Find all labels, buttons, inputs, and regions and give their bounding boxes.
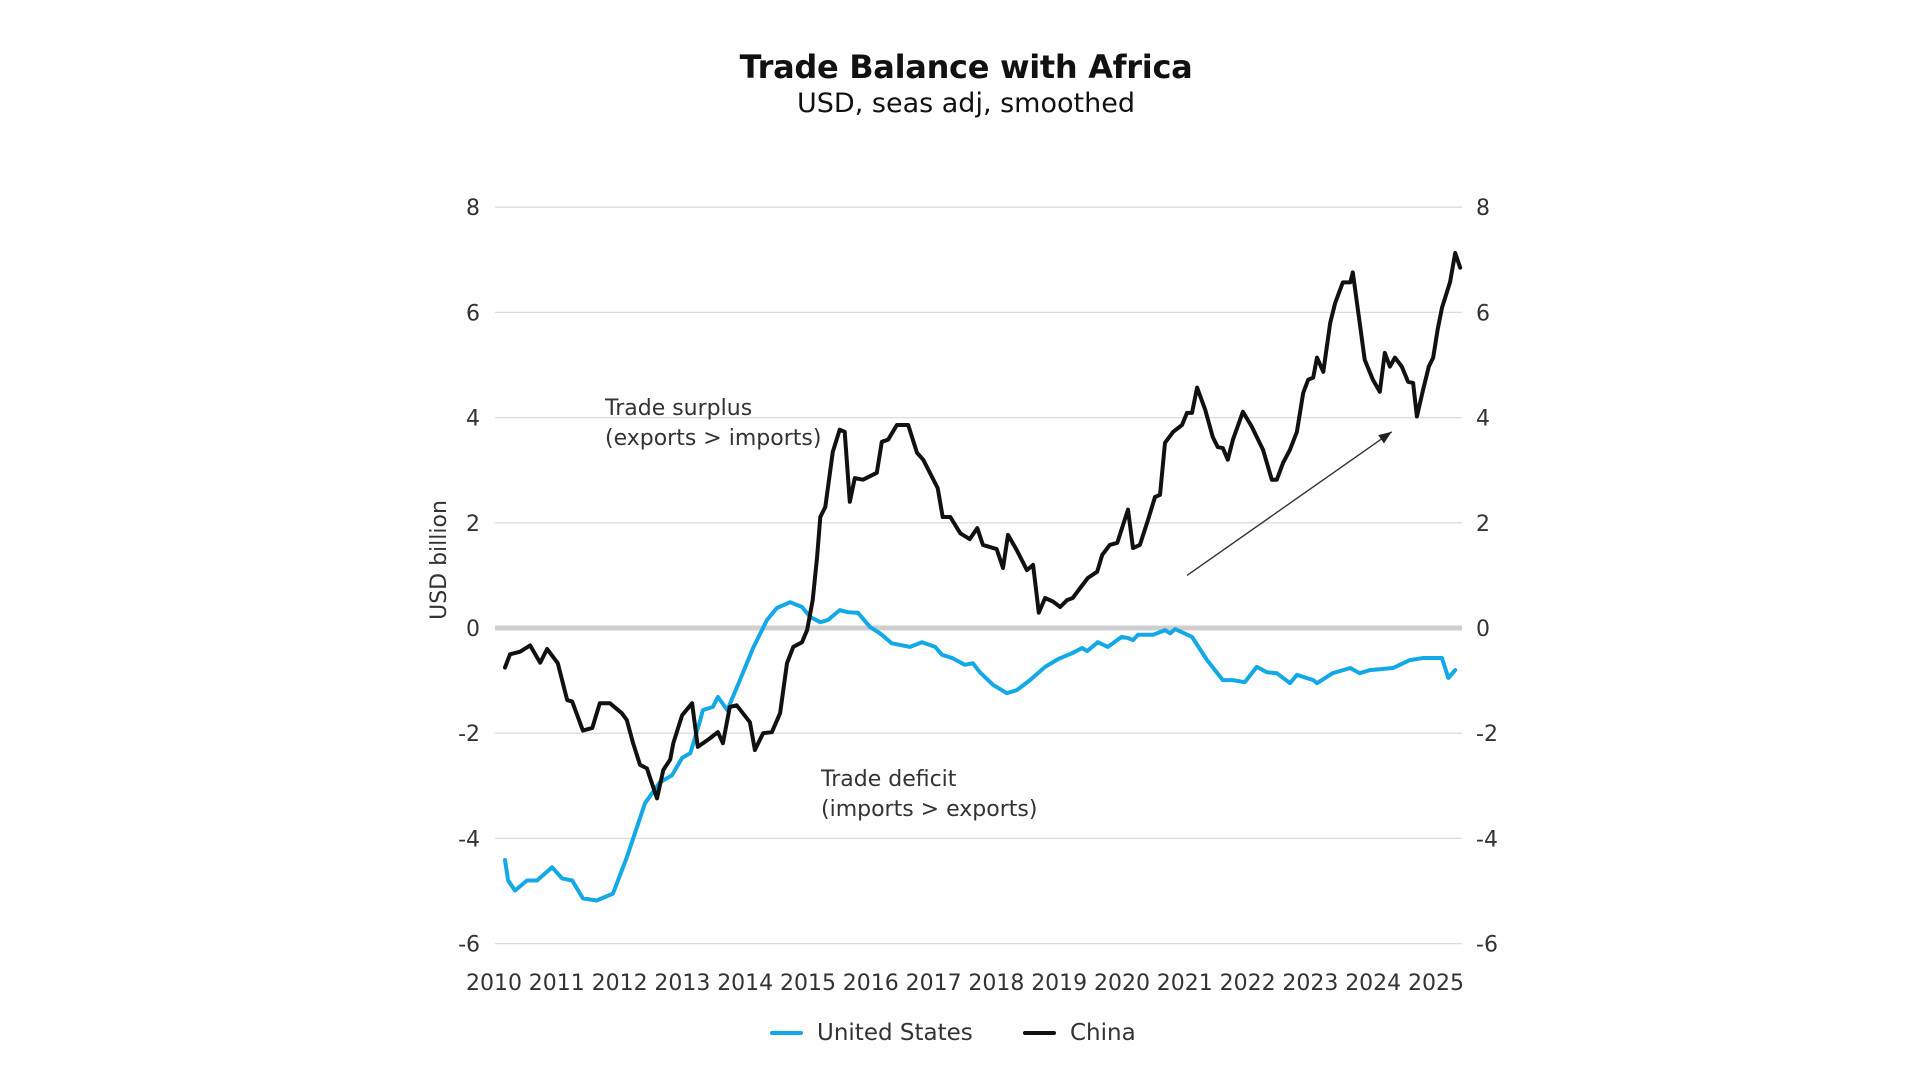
y-tick-label-left: 0 [466,617,480,642]
annotation-deficit: (imports > exports) [821,797,1037,822]
y-tick-label-right: -4 [1476,827,1498,852]
x-tick-label: 2013 [654,971,710,996]
y-tick-label-right: 4 [1476,407,1490,432]
y-tick-label-left: 8 [466,196,480,221]
x-tick-label: 2015 [780,971,836,996]
annotation-surplus: (exports > imports) [605,426,821,451]
y-tick-label-left: -6 [458,933,480,958]
legend-swatch-united-states [770,1031,803,1035]
y-tick-label-left: 2 [466,512,480,537]
series-lines [503,251,1463,903]
legend-item-united-states[interactable]: United States [770,1016,973,1050]
annotation-deficit: Trade deficit [820,767,957,792]
y-axis-title: USD billion [427,500,452,620]
y-tick-label-right: -6 [1476,933,1498,958]
x-tick-label: 2018 [968,971,1024,996]
arrow-shaft [1186,431,1393,576]
annotation-surplus: Trade surplus [604,396,752,421]
chart-subtitle: USD, seas adj, smoothed [797,88,1135,119]
x-tick-label: 2012 [592,971,648,996]
arrow-head [1378,431,1392,444]
x-axis-ticks: 2010 2011 2012 2013 2014 2015 2016 2017 2018 2019… [466,971,1464,996]
gridlines [495,206,1462,945]
x-tick-label: 2014 [717,971,773,996]
annotations: Trade surplus (exports > imports) Trade de… [604,396,1037,822]
legend-label: China [1070,1020,1136,1046]
x-tick-label: 2011 [529,971,585,996]
x-tick-label: 2016 [843,971,899,996]
y-tick-label-left: -2 [458,722,480,747]
legend-swatch-china [1023,1031,1056,1035]
x-tick-label: 2020 [1094,971,1150,996]
right-y-axis-ticks: 8 6 4 2 0 -2 -4 -6 [1476,196,1498,957]
legend-item-china[interactable]: China [1023,1016,1136,1050]
series-line-china [503,251,1463,801]
y-tick-label-left: -4 [458,827,480,852]
x-tick-label: 2017 [906,971,962,996]
y-tick-label-right: 0 [1476,617,1490,642]
y-tick-label-right: -2 [1476,722,1498,747]
y-tick-label-left: 4 [466,407,480,432]
x-tick-label: 2024 [1345,971,1401,996]
legend: United States China [0,1016,1920,1050]
y-tick-label-right: 2 [1476,512,1490,537]
y-tick-label-left: 6 [466,301,480,326]
x-tick-label: 2019 [1031,971,1087,996]
x-tick-label: 2010 [466,971,522,996]
x-tick-label: 2023 [1282,971,1338,996]
x-tick-label: 2021 [1157,971,1213,996]
y-tick-label-right: 6 [1476,301,1490,326]
chart-title: Trade Balance with Africa [739,48,1193,86]
x-tick-label: 2022 [1220,971,1276,996]
series-line-united-states [503,600,1458,903]
left-y-axis-ticks: 8 6 4 2 0 -2 -4 -6 [458,196,480,957]
legend-label: United States [817,1020,973,1046]
y-tick-label-right: 8 [1476,196,1490,221]
trend-arrow [1186,431,1393,576]
x-tick-label: 2025 [1408,971,1464,996]
